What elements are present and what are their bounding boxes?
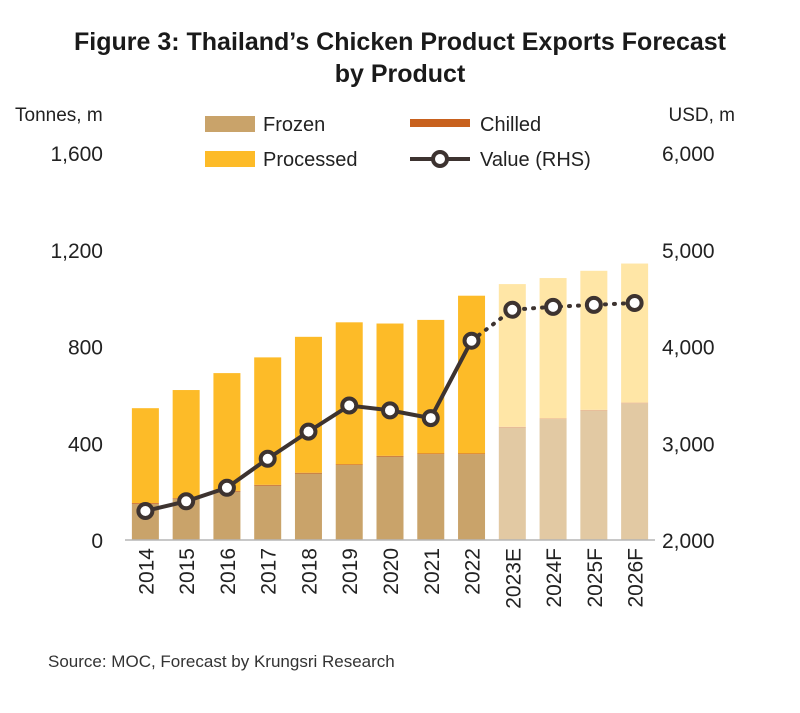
x-tick-label: 2016 bbox=[217, 548, 240, 595]
bar-chilled bbox=[376, 455, 404, 457]
bar-chilled bbox=[498, 426, 526, 428]
bar-processed bbox=[458, 295, 486, 454]
value-point bbox=[258, 449, 277, 468]
legend-marker bbox=[431, 150, 449, 168]
x-tick-label: 2026F bbox=[625, 548, 648, 608]
legend-item: Frozen bbox=[205, 114, 325, 136]
y-tick-right-label: 2,000 bbox=[662, 530, 715, 553]
legend-label: Value (RHS) bbox=[480, 149, 591, 171]
y-axis-right-label: USD, m bbox=[669, 105, 736, 126]
value-point bbox=[584, 295, 603, 314]
value-point bbox=[299, 422, 318, 441]
bar-chilled bbox=[539, 418, 567, 420]
source-note: Source: MOC, Forecast by Krungsri Resear… bbox=[48, 652, 395, 671]
legend-item: Value (RHS) bbox=[410, 149, 591, 171]
bar-processed bbox=[621, 263, 649, 403]
y-tick-right-label: 6,000 bbox=[662, 143, 715, 166]
chart-title-line-2: by Product bbox=[334, 60, 466, 88]
value-point bbox=[217, 478, 236, 497]
bar-processed bbox=[417, 319, 445, 454]
bar-frozen bbox=[580, 410, 608, 540]
value-point bbox=[381, 401, 399, 420]
bar-frozen bbox=[335, 465, 363, 540]
y-axis-left-label: Tonnes, m bbox=[15, 105, 103, 126]
bar-frozen bbox=[539, 419, 567, 540]
value-point bbox=[136, 501, 155, 520]
x-tick-label: 2023E bbox=[502, 548, 525, 609]
bar-chilled bbox=[417, 453, 445, 455]
bar-processed bbox=[172, 390, 200, 499]
x-tick-label: 2014 bbox=[135, 548, 158, 595]
y-tick-left-label: 1,600 bbox=[50, 143, 103, 166]
value-point bbox=[340, 396, 359, 415]
value-point bbox=[421, 409, 440, 428]
y-tick-left-label: 800 bbox=[68, 337, 103, 360]
value-point bbox=[503, 300, 522, 319]
bar-chilled bbox=[294, 472, 322, 474]
bar-processed bbox=[335, 322, 363, 465]
bar-frozen bbox=[621, 403, 649, 540]
legend-swatch bbox=[205, 151, 255, 167]
x-tick-label: 2025F bbox=[584, 548, 607, 608]
bar-processed bbox=[213, 373, 241, 491]
bar-chilled bbox=[458, 453, 486, 455]
x-tick-label: 2015 bbox=[176, 548, 199, 595]
value-point bbox=[625, 293, 644, 312]
bar-processed bbox=[580, 270, 608, 410]
x-tick-label: 2022 bbox=[462, 548, 485, 595]
bar-processed bbox=[131, 408, 159, 503]
value-point bbox=[462, 331, 481, 350]
bar-chilled bbox=[254, 484, 282, 486]
bar-frozen bbox=[213, 491, 241, 540]
bar-chilled bbox=[580, 409, 608, 411]
x-tick-label: 2020 bbox=[380, 548, 403, 595]
legend-item: Processed bbox=[205, 149, 358, 171]
bar-frozen bbox=[498, 427, 526, 540]
bar-processed bbox=[376, 323, 404, 456]
value-point bbox=[177, 492, 196, 511]
y-tick-right-label: 4,000 bbox=[662, 337, 715, 360]
x-tick-label: 2024F bbox=[543, 548, 566, 608]
legend-item: Chilled bbox=[410, 114, 541, 136]
y-tick-right-label: 3,000 bbox=[662, 433, 715, 456]
legend-label: Processed bbox=[263, 149, 358, 171]
bar-frozen bbox=[254, 485, 282, 540]
y-tick-left-label: 400 bbox=[68, 433, 103, 456]
bar-chilled bbox=[335, 464, 363, 466]
legend-swatch bbox=[410, 119, 470, 127]
legend-label: Chilled bbox=[480, 114, 541, 136]
bar-frozen bbox=[417, 454, 445, 540]
chart-title: Figure 3: Thailand’s Chicken Product Exp… bbox=[0, 26, 800, 90]
bar-frozen bbox=[294, 473, 322, 540]
bar-frozen bbox=[458, 454, 486, 540]
chart-title-line-1: Figure 3: Thailand’s Chicken Product Exp… bbox=[74, 28, 726, 56]
x-tick-label: 2021 bbox=[421, 548, 444, 595]
x-tick-label: 2019 bbox=[339, 548, 362, 595]
bar-frozen bbox=[376, 456, 404, 540]
bar-chilled bbox=[621, 402, 649, 404]
legend-label: Frozen bbox=[263, 114, 325, 136]
value-point bbox=[544, 297, 563, 316]
bar-processed bbox=[294, 336, 322, 473]
y-tick-left-label: 0 bbox=[91, 530, 103, 553]
y-tick-right-label: 5,000 bbox=[662, 240, 715, 263]
y-tick-left-label: 1,200 bbox=[50, 240, 103, 263]
legend-swatch bbox=[205, 116, 255, 132]
x-tick-label: 2018 bbox=[298, 548, 321, 595]
x-tick-label: 2017 bbox=[258, 548, 281, 595]
